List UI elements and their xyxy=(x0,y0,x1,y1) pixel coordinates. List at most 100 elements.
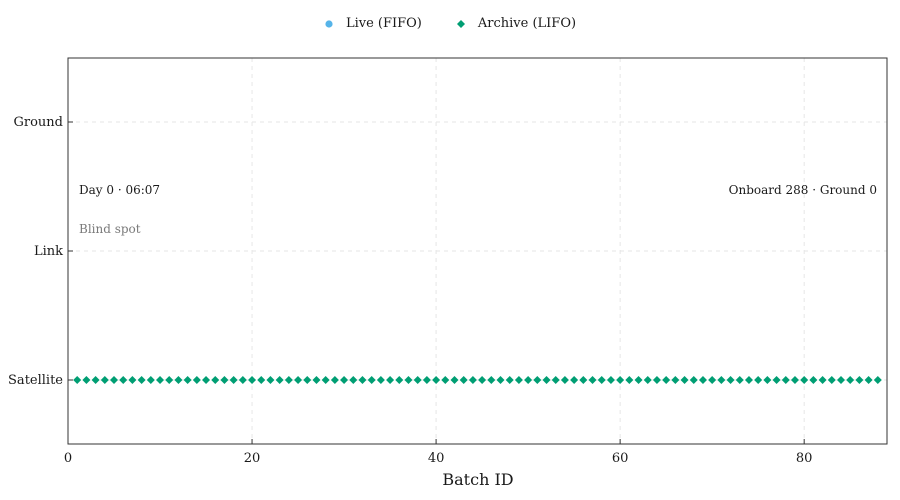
archive-batch-point xyxy=(726,376,735,384)
archive-batch-point xyxy=(183,376,192,384)
archive-batch-point xyxy=(634,376,643,384)
y-tick-label: Link xyxy=(34,244,63,259)
annotation-time: Day 0 · 06:07 xyxy=(79,183,160,197)
archive-batch-point xyxy=(560,376,569,384)
archive-batch-point xyxy=(680,376,689,384)
archive-batch-point xyxy=(800,376,809,384)
archive-batch-point xyxy=(616,376,625,384)
archive-batch-point xyxy=(781,376,790,384)
archive-batch-point xyxy=(119,376,128,384)
archive-batch-point xyxy=(772,376,781,384)
archive-batch-point xyxy=(478,376,487,384)
archive-batch-point xyxy=(754,376,763,384)
annotation-counts: Onboard 288 · Ground 0 xyxy=(729,183,877,197)
archive-batch-point xyxy=(450,376,459,384)
archive-batch-point xyxy=(597,376,606,384)
archive-batch-point xyxy=(211,376,220,384)
archive-batch-point xyxy=(625,376,634,384)
archive-batch-point xyxy=(82,376,91,384)
archive-batch-point xyxy=(358,376,367,384)
archive-batch-point xyxy=(432,376,441,384)
archive-batch-point xyxy=(542,376,551,384)
archive-batch-point xyxy=(248,376,257,384)
archive-batch-point xyxy=(321,376,330,384)
archive-batch-point xyxy=(404,376,413,384)
archive-batch-point xyxy=(744,376,753,384)
archive-batch-point xyxy=(606,376,615,384)
archive-batch-point xyxy=(818,376,827,384)
archive-batch-point xyxy=(413,376,422,384)
archive-batch-point xyxy=(303,376,312,384)
archive-batch-point xyxy=(349,376,358,384)
archive-batch-point xyxy=(717,376,726,384)
archive-batch-point xyxy=(836,376,845,384)
archive-batch-point xyxy=(386,376,395,384)
archive-batch-point xyxy=(790,376,799,384)
archive-batch-point xyxy=(570,376,579,384)
archive-batch-point xyxy=(275,376,284,384)
archive-batch-point xyxy=(441,376,450,384)
archive-batch-point xyxy=(652,376,661,384)
archive-batch-point xyxy=(708,376,717,384)
axis-ticks: 0 20 40 60 80 Satellite Link Ground xyxy=(8,115,812,466)
archive-batch-point xyxy=(165,376,174,384)
archive-batch-point xyxy=(238,376,247,384)
archive-batch-point xyxy=(505,376,514,384)
y-tick-label: Ground xyxy=(14,115,64,130)
archive-batch-point xyxy=(551,376,560,384)
archive-batch-point xyxy=(284,376,293,384)
x-tick-label: 80 xyxy=(796,451,813,466)
legend-label-live: Live (FIFO) xyxy=(345,16,422,31)
archive-batch-point xyxy=(579,376,588,384)
archive-batch-point xyxy=(100,376,109,384)
archive-batch-point xyxy=(873,376,882,384)
archive-batch-point xyxy=(257,376,266,384)
archive-batch-point xyxy=(294,376,303,384)
data-points xyxy=(73,376,882,384)
archive-batch-point xyxy=(73,376,82,384)
archive-batch-point xyxy=(91,376,100,384)
archive-batch-point xyxy=(330,376,339,384)
archive-batch-point xyxy=(146,376,155,384)
archive-batch-point xyxy=(266,376,275,384)
archive-batch-point xyxy=(864,376,873,384)
archive-batch-point xyxy=(588,376,597,384)
archive-batch-point xyxy=(174,376,183,384)
archive-batch-point xyxy=(128,376,137,384)
archive-batch-point xyxy=(202,376,211,384)
archive-batch-point xyxy=(524,376,533,384)
annotation-status: Blind spot xyxy=(79,222,141,236)
archive-batch-point xyxy=(662,376,671,384)
archive-batch-point xyxy=(514,376,523,384)
grid-lines xyxy=(67,58,887,444)
archive-batch-point xyxy=(220,376,229,384)
archive-batch-point xyxy=(422,376,431,384)
archive-batch-point xyxy=(367,376,376,384)
archive-batch-point xyxy=(376,376,385,384)
archive-batch-point xyxy=(156,376,165,384)
x-tick-label: 20 xyxy=(244,451,261,466)
legend-marker-live xyxy=(325,19,333,28)
chart-legend: Live (FIFO) Archive (LIFO) xyxy=(0,16,900,31)
legend-item-archive: Archive (LIFO) xyxy=(456,16,576,31)
archive-batch-point xyxy=(671,376,680,384)
archive-batch-point xyxy=(229,376,238,384)
archive-batch-point xyxy=(487,376,496,384)
archive-batch-point xyxy=(846,376,855,384)
archive-batch-point xyxy=(698,376,707,384)
archive-batch-point xyxy=(735,376,744,384)
legend-item-live: Live (FIFO) xyxy=(324,16,422,31)
archive-batch-point xyxy=(340,376,349,384)
legend-label-archive: Archive (LIFO) xyxy=(477,16,577,31)
archive-batch-point xyxy=(395,376,404,384)
archive-batch-point xyxy=(533,376,542,384)
archive-batch-point xyxy=(763,376,772,384)
archive-batch-point xyxy=(468,376,477,384)
archive-batch-point xyxy=(137,376,146,384)
archive-batch-point xyxy=(110,376,119,384)
archive-batch-point xyxy=(312,376,321,384)
archive-batch-point xyxy=(855,376,864,384)
archive-batch-point xyxy=(689,376,698,384)
archive-batch-point xyxy=(459,376,468,384)
